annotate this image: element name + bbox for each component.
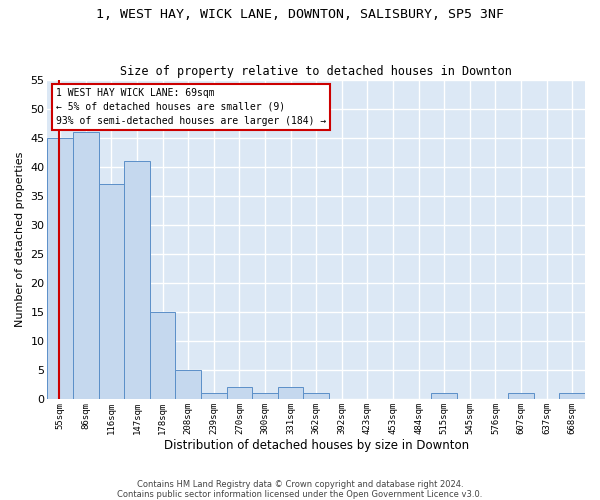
Bar: [150, 312, 175, 399]
Bar: [201, 393, 227, 399]
Bar: [431, 393, 457, 399]
Bar: [252, 393, 278, 399]
Text: 1 WEST HAY WICK LANE: 69sqm
← 5% of detached houses are smaller (9)
93% of semi-: 1 WEST HAY WICK LANE: 69sqm ← 5% of deta…: [56, 88, 326, 126]
Bar: [559, 393, 585, 399]
Bar: [98, 184, 124, 399]
X-axis label: Distribution of detached houses by size in Downton: Distribution of detached houses by size …: [164, 440, 469, 452]
Y-axis label: Number of detached properties: Number of detached properties: [15, 152, 25, 327]
Bar: [227, 388, 252, 399]
Bar: [47, 138, 73, 399]
Bar: [175, 370, 201, 399]
Bar: [304, 393, 329, 399]
Bar: [124, 161, 150, 399]
Text: 1, WEST HAY, WICK LANE, DOWNTON, SALISBURY, SP5 3NF: 1, WEST HAY, WICK LANE, DOWNTON, SALISBU…: [96, 8, 504, 20]
Title: Size of property relative to detached houses in Downton: Size of property relative to detached ho…: [120, 66, 512, 78]
Bar: [508, 393, 534, 399]
Text: Contains HM Land Registry data © Crown copyright and database right 2024.
Contai: Contains HM Land Registry data © Crown c…: [118, 480, 482, 499]
Bar: [278, 388, 304, 399]
Bar: [73, 132, 98, 399]
